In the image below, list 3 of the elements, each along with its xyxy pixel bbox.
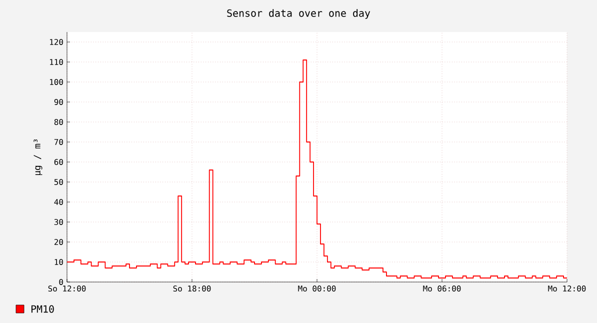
chart-title: Sensor data over one day — [227, 9, 370, 19]
y-axis-title: µg / m³ — [34, 139, 42, 176]
legend-label: PM10 — [31, 305, 54, 313]
